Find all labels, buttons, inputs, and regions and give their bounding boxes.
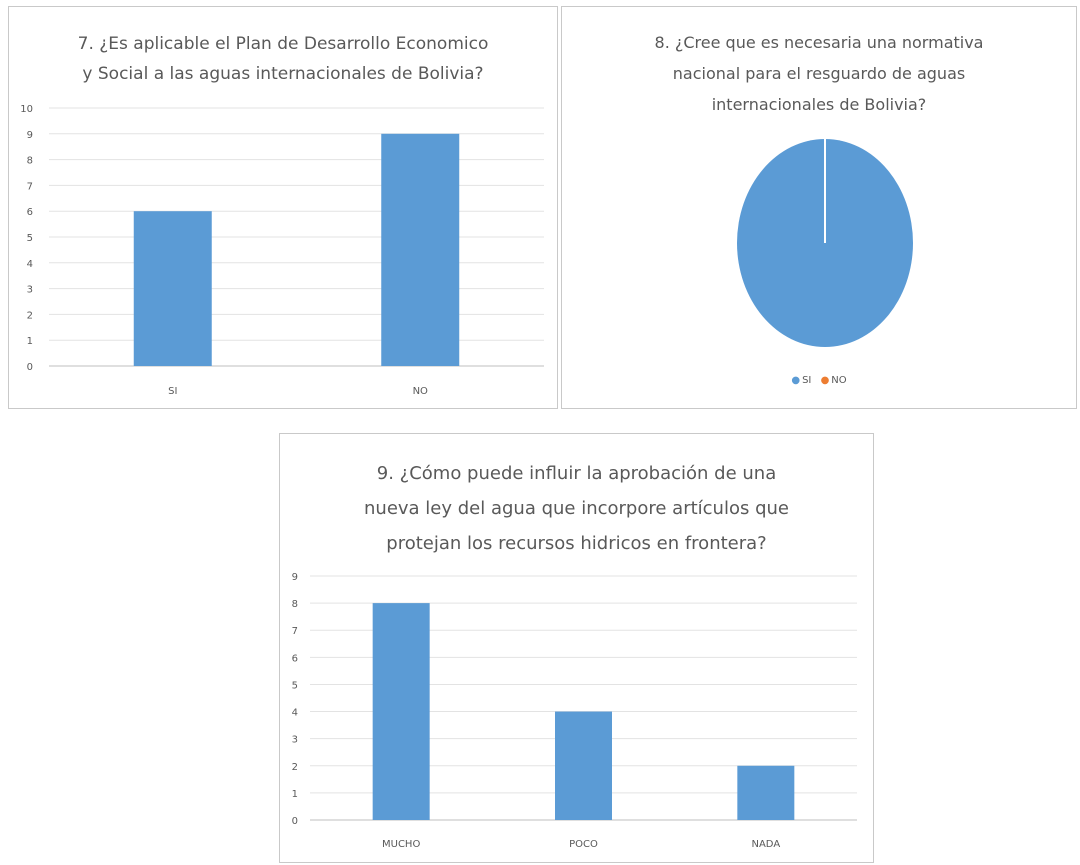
x-tick-label: POCO <box>569 839 598 850</box>
y-tick-label: 2 <box>292 762 298 773</box>
legend-entry-no: ● NO <box>821 375 847 386</box>
y-tick-label: 1 <box>292 789 298 800</box>
y-tick-label: 1 <box>27 336 33 347</box>
y-tick-label: 8 <box>27 156 33 167</box>
bar-nada <box>737 765 795 820</box>
x-tick-label: MUCHO <box>382 839 420 850</box>
legend-marker-no: ● <box>820 375 830 386</box>
bar-poco <box>555 711 612 820</box>
y-tick-label: 9 <box>27 130 33 141</box>
chart-panel-7: 7. ¿Es aplicable el Plan de Desarrollo E… <box>8 6 558 409</box>
chart-title: 7. ¿Es aplicable el Plan de Desarrollo E… <box>77 34 489 84</box>
y-tick-label: 6 <box>27 207 33 218</box>
y-tick-label: 4 <box>27 259 33 270</box>
legend-label-no: NO <box>831 375 847 386</box>
y-tick-label: 3 <box>292 735 298 746</box>
y-tick-label: 7 <box>27 181 33 192</box>
bar-mucho <box>372 603 430 820</box>
y-tick-label: 7 <box>292 626 298 637</box>
y-tick-label: 3 <box>27 285 33 296</box>
y-tick-label: 5 <box>27 233 33 244</box>
y-tick-label: 5 <box>292 680 298 691</box>
bar-chart-7: 0 1 2 3 4 5 6 7 8 9 10 SI NO <box>20 104 544 397</box>
x-tick-label: NO <box>413 386 428 397</box>
y-tick-label: 6 <box>292 653 298 664</box>
y-tick-label: 2 <box>27 310 33 321</box>
y-tick-label: 4 <box>292 708 298 719</box>
legend-marker-si: ● <box>791 375 801 386</box>
y-tick-label: 9 <box>292 572 298 583</box>
y-tick-label: 10 <box>20 104 33 115</box>
bar-si <box>133 211 212 366</box>
y-tick-label: 8 <box>292 599 298 610</box>
chart-panel-8: 8. ¿Cree que es necesaria una normativa … <box>561 6 1077 409</box>
x-tick-label: SI <box>168 386 177 397</box>
chart-title: 8. ¿Cree que es necesaria una normativa … <box>654 33 984 114</box>
y-tick-label: 0 <box>292 816 298 827</box>
legend-label-si: SI <box>802 375 812 386</box>
bar-no <box>381 133 460 366</box>
x-tick-label: NADA <box>751 839 780 850</box>
legend-entry-si: ● SI <box>791 375 811 386</box>
y-tick-label: 0 <box>27 362 33 373</box>
legend: ● SI ● NO <box>562 375 1076 386</box>
bar-chart-9: 0 1 2 3 4 5 6 7 8 9 MUCHO POCO NADA <box>292 572 857 850</box>
chart-panel-9: 9. ¿Cómo puede influir la aprobación de … <box>279 433 874 863</box>
pie-chart-8 <box>737 139 913 347</box>
chart-title: 9. ¿Cómo puede influir la aprobación de … <box>364 463 789 554</box>
